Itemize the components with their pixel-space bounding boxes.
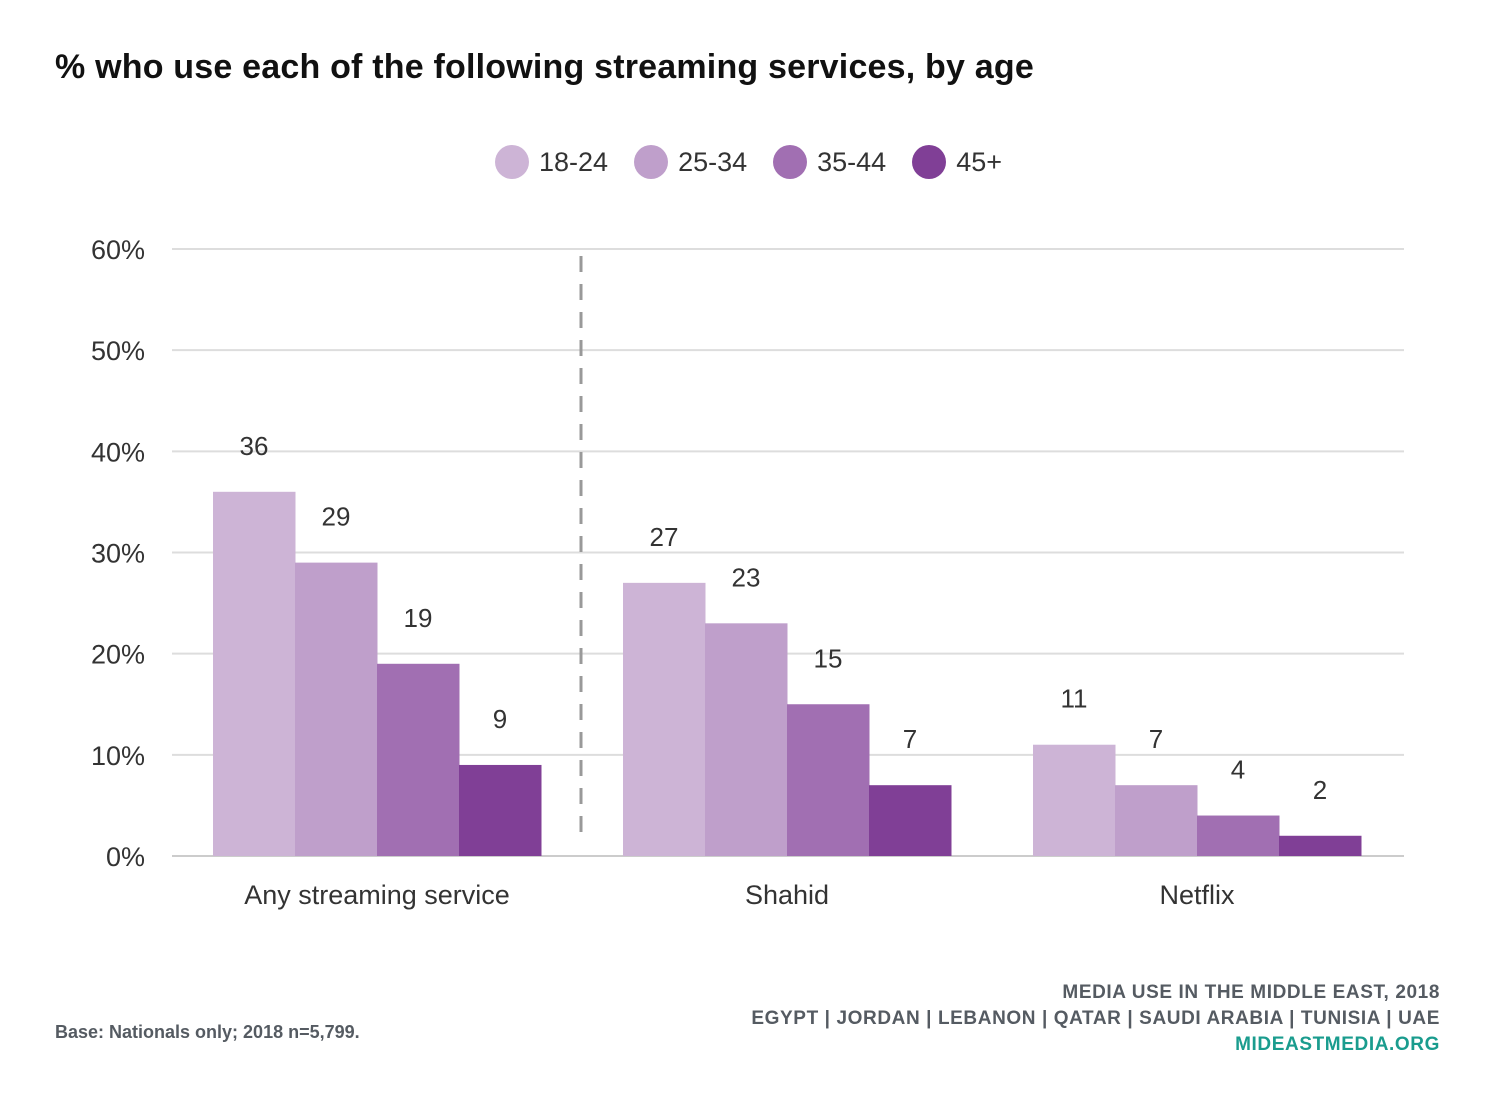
data-label: 15: [814, 643, 843, 673]
data-label: 2: [1313, 775, 1327, 805]
base-note: Base: Nationals only; 2018 n=5,799.: [55, 1022, 360, 1042]
data-label: 7: [903, 724, 917, 754]
bar: [1033, 744, 1116, 856]
data-label: 23: [732, 562, 761, 592]
legend-swatch-25-34: [634, 145, 669, 179]
y-tick-label: 20%: [91, 640, 145, 670]
bar: [295, 562, 378, 856]
data-label: 19: [404, 603, 433, 633]
bar: [705, 623, 788, 856]
legend-label-35-44: 35-44: [817, 146, 887, 177]
y-tick-label: 50%: [91, 336, 145, 366]
bar: [623, 582, 706, 856]
data-label: 11: [1061, 684, 1088, 714]
y-tick-label: 30%: [91, 539, 145, 569]
bar: [459, 764, 542, 856]
x-category-label: Netflix: [1159, 880, 1235, 910]
legend-swatch-45-plus: [912, 145, 947, 179]
data-label: 36: [240, 431, 269, 461]
x-category-label: Any streaming service: [244, 880, 510, 910]
legend-label-25-34: 25-34: [678, 146, 748, 177]
data-label: 29: [322, 502, 351, 532]
bar: [1115, 785, 1198, 856]
source-site-link[interactable]: MIDEASTMEDIA.ORG: [1235, 1034, 1440, 1055]
chart-title: % who use each of the following streamin…: [55, 48, 1034, 86]
y-tick-label: 10%: [91, 741, 145, 771]
data-label: 7: [1149, 724, 1163, 754]
legend-item-25-34: 25-34: [634, 145, 747, 179]
legend-swatch-35-44: [773, 145, 808, 179]
source-title: MEDIA USE IN THE MIDDLE EAST, 2018: [1062, 982, 1440, 1003]
bar: [869, 785, 952, 856]
legend-label-45-plus: 45+: [956, 146, 1002, 177]
x-category-label: Shahid: [745, 880, 829, 910]
legend-swatch-18-24: [495, 145, 529, 179]
bar: [377, 663, 460, 856]
y-tick-label: 0%: [106, 842, 145, 872]
legend: 18-24 25-34 35-44 45+: [495, 145, 1028, 179]
legend-label-18-24: 18-24: [539, 146, 609, 177]
bar: [1197, 815, 1280, 856]
bar: [213, 491, 296, 856]
y-tick-label: 60%: [91, 235, 145, 265]
legend-item-18-24: 18-24: [495, 145, 608, 179]
bar: [787, 704, 870, 856]
data-label: 4: [1231, 755, 1245, 785]
legend-item-45-plus: 45+: [912, 145, 1002, 179]
data-label: 27: [650, 522, 679, 552]
y-tick-label: 40%: [91, 437, 145, 467]
source-block: MEDIA USE IN THE MIDDLE EAST, 2018 EGYPT…: [751, 980, 1440, 1058]
data-label: 9: [493, 704, 507, 734]
bar: [1279, 835, 1362, 856]
source-countries: EGYPT | JORDAN | LEBANON | QATAR | SAUDI…: [751, 1008, 1440, 1029]
legend-item-35-44: 35-44: [773, 145, 886, 179]
